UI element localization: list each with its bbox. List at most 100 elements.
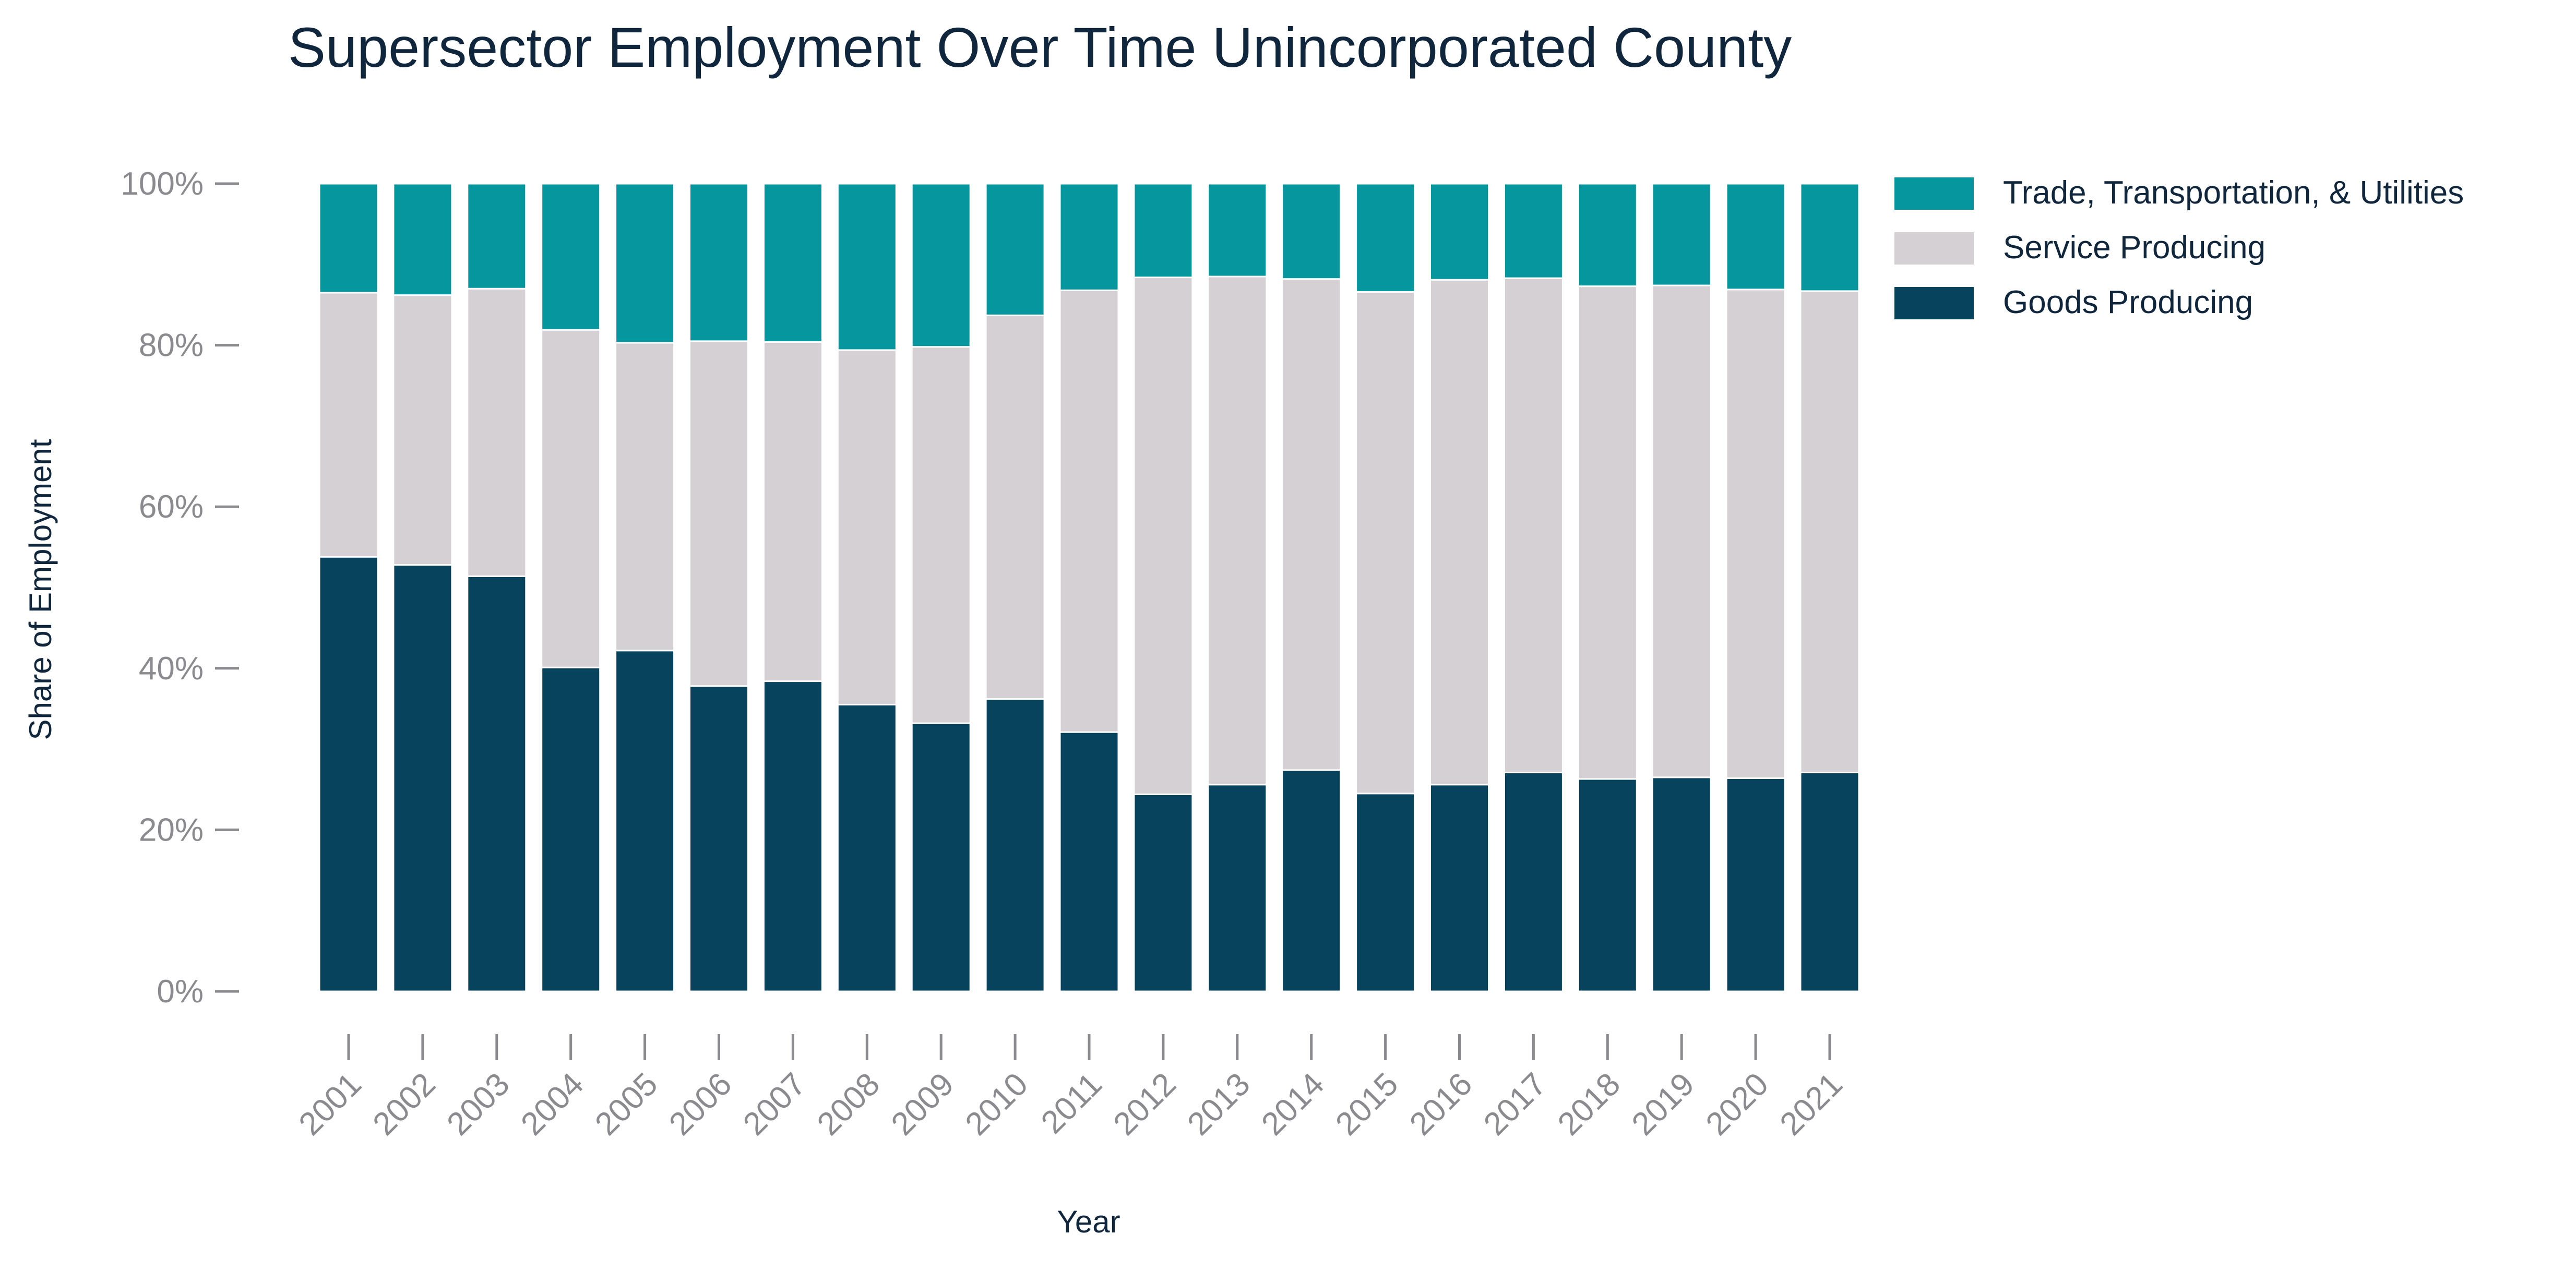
bar-segment	[689, 340, 749, 687]
bar-segment	[1133, 277, 1194, 795]
x-tick-label: 2019	[1625, 1066, 1701, 1142]
bar-stack-2005	[615, 183, 675, 992]
y-tick-label: 40%	[139, 651, 204, 687]
bar-stack-2017	[1503, 183, 1564, 992]
x-tick-label: 2015	[1329, 1066, 1405, 1142]
bar-segment	[1281, 769, 1342, 992]
bar-segment	[615, 183, 675, 344]
bar-stack-2008	[837, 183, 897, 992]
y-axis-label: Share of Employment	[23, 439, 58, 740]
bar-segment	[1503, 771, 1564, 992]
x-tick-label: 2016	[1403, 1066, 1479, 1142]
bar-stack-2011	[1059, 183, 1119, 992]
x-tick-label: 2018	[1551, 1066, 1627, 1142]
bar-segment	[1207, 183, 1268, 278]
chart-title: Supersector Employment Over Time Unincor…	[288, 16, 1792, 79]
bar-segment	[1725, 777, 1786, 992]
y-tick-label: 0%	[157, 974, 204, 1010]
x-tick-label: 2020	[1699, 1066, 1775, 1142]
bar-stack-2014	[1281, 183, 1342, 992]
bar-segment	[762, 341, 823, 682]
bar-segment	[837, 183, 897, 351]
y-tick-label: 100%	[121, 166, 204, 202]
bar-stack-2004	[541, 183, 601, 992]
x-tick-label: 2008	[810, 1066, 887, 1142]
bar-segment	[1429, 784, 1489, 992]
bar-segment	[911, 346, 971, 724]
legend-swatch	[1894, 287, 1974, 319]
bar-segment	[318, 556, 379, 992]
legend-label: Trade, Transportation, & Utilities	[2003, 175, 2464, 211]
bar-segment	[1725, 183, 1786, 291]
bar-segment	[1651, 776, 1712, 992]
x-axis-label: Year	[1057, 1204, 1120, 1239]
bar-segment	[1355, 291, 1416, 795]
bar-stack-2012	[1133, 183, 1194, 992]
bar-segment	[1059, 183, 1119, 291]
x-tick-label: 2011	[1034, 1066, 1109, 1141]
bar-segment	[1355, 793, 1416, 992]
x-tick-label: 2017	[1477, 1066, 1553, 1142]
bar-stack-2006	[689, 183, 749, 992]
bar-segment	[392, 183, 453, 296]
x-tick-label: 2001	[292, 1066, 368, 1142]
legend-swatch	[1894, 232, 1974, 265]
bar-stack-2020	[1725, 183, 1786, 992]
bar-segment	[1059, 731, 1119, 992]
x-tick-label: 2014	[1255, 1066, 1331, 1142]
bar-segment	[1577, 183, 1638, 287]
bar-segment	[985, 698, 1045, 992]
y-tick-label: 60%	[139, 489, 204, 525]
bar-stack-2018	[1577, 183, 1638, 992]
bar-segment	[1577, 285, 1638, 780]
bar-stack-2013	[1207, 183, 1268, 992]
bar-segment	[837, 349, 897, 705]
bar-segment	[1207, 784, 1268, 992]
x-tick-label: 2009	[885, 1066, 961, 1142]
bar-segment	[1133, 793, 1194, 992]
bar-segment	[1799, 183, 1860, 292]
bar-segment	[541, 666, 601, 992]
y-tick-label: 80%	[139, 328, 204, 364]
bar-segment	[762, 680, 823, 992]
bar-segment	[1577, 778, 1638, 992]
bar-segment	[985, 314, 1045, 700]
bar-segment	[1281, 183, 1342, 280]
bar-segment	[837, 703, 897, 992]
bar-segment	[541, 183, 601, 331]
y-axis: 0% 20% 40% 60% 80% 100%	[121, 166, 239, 1010]
bar-stack-2003	[467, 183, 527, 992]
bar-segment	[1651, 284, 1712, 778]
legend-label: Service Producing	[2003, 230, 2265, 266]
bars-group	[318, 183, 1860, 992]
legend: Trade, Transportation, & Utilities Servic…	[1894, 175, 2464, 320]
bar-segment	[467, 287, 527, 577]
bar-segment	[689, 183, 749, 342]
bar-stack-2001	[318, 183, 379, 992]
bar-stack-2010	[985, 183, 1045, 992]
bar-segment	[467, 575, 527, 992]
bar-segment	[1429, 183, 1489, 281]
bar-segment	[467, 183, 527, 290]
bar-segment	[1429, 279, 1489, 786]
bar-stack-2016	[1429, 183, 1489, 992]
bar-segment	[615, 650, 675, 992]
x-tick-label: 2005	[588, 1066, 664, 1142]
bar-segment	[318, 292, 379, 558]
y-tick-label: 20%	[139, 812, 204, 848]
bar-stack-2009	[911, 183, 971, 992]
legend-swatch	[1894, 177, 1974, 210]
x-tick-label: 2010	[959, 1066, 1035, 1142]
bar-segment	[762, 183, 823, 343]
bar-segment	[911, 722, 971, 992]
bar-segment	[615, 342, 675, 652]
bar-segment	[392, 294, 453, 566]
bar-segment	[318, 183, 379, 294]
bar-stack-2019	[1651, 183, 1712, 992]
x-tick-label: 2006	[662, 1066, 738, 1142]
x-tick-label: 2004	[514, 1066, 590, 1142]
x-tick-label: 2013	[1180, 1066, 1257, 1142]
bar-segment	[1059, 289, 1119, 733]
